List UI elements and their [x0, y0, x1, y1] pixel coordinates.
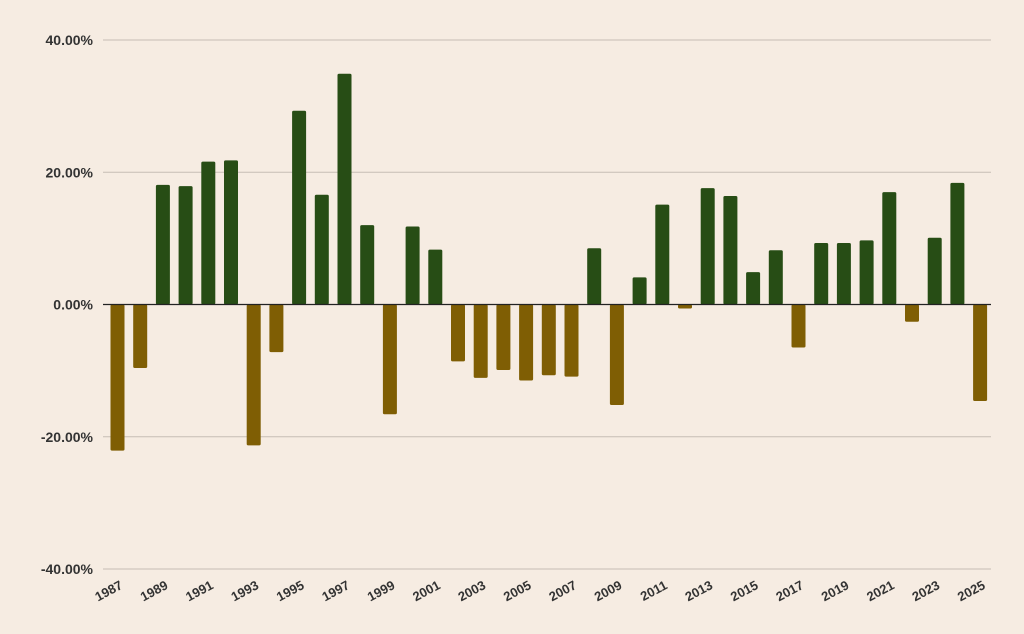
bar-1992	[224, 160, 238, 305]
bar-1987	[110, 304, 125, 451]
bar-2005	[519, 304, 534, 381]
bar-2015	[746, 272, 761, 305]
y-tick-label: -20.00%	[41, 429, 94, 445]
bar-2008	[587, 248, 602, 305]
bar-1988	[133, 304, 148, 368]
bar-2019	[836, 243, 851, 305]
y-axis-tick-labels: 40.00% 20.00% 0.00% -20.00% -40.00%	[41, 32, 94, 577]
bar-2009	[609, 304, 624, 406]
bar-1991	[201, 161, 216, 305]
y-tick-label: -40.00%	[41, 561, 94, 577]
bar-2001	[428, 249, 443, 305]
y-tick-label: 40.00%	[46, 32, 94, 48]
bar-2014	[723, 196, 738, 305]
bar-1997	[337, 73, 352, 305]
bar-2011	[655, 204, 670, 305]
bar-2002	[451, 304, 465, 362]
bar-2013	[700, 188, 715, 305]
bar-2021	[882, 192, 897, 305]
y-tick-label: 20.00%	[46, 164, 94, 180]
bar-2006	[541, 304, 556, 376]
bar-2017	[791, 304, 806, 348]
bar-2022	[905, 304, 919, 322]
bar-2003	[473, 304, 488, 378]
bar-1989	[155, 184, 170, 305]
bar-2007	[564, 304, 579, 377]
bar-2023	[927, 237, 942, 305]
bar-1993	[246, 304, 261, 446]
bars	[110, 73, 988, 451]
bar-1990	[178, 186, 193, 305]
bar-2024	[950, 182, 965, 305]
bar-2018	[814, 243, 829, 305]
bar-1995	[292, 110, 307, 305]
bar-2016	[768, 250, 783, 305]
bar-2010	[632, 277, 647, 305]
bar-1996	[314, 194, 329, 305]
bar-2020	[859, 240, 874, 305]
bar-1999	[382, 304, 397, 415]
bar-2012	[678, 304, 692, 309]
bar-2025	[973, 304, 988, 402]
bar-2000	[405, 226, 420, 305]
bar-1994	[269, 304, 284, 353]
bar-1998	[360, 225, 375, 305]
y-tick-label: 0.00%	[53, 297, 93, 313]
bar-2004	[496, 304, 511, 370]
